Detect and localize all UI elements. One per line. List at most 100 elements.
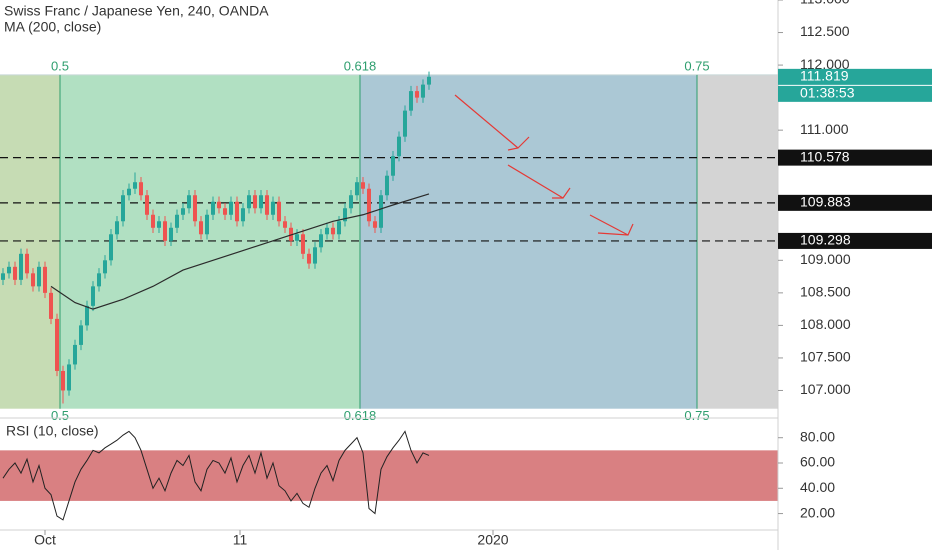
countdown-badge [778,85,932,102]
fib-label: 0.5 [51,58,69,73]
candle-body [150,214,155,228]
candle-body [210,201,215,215]
y-tick-label: 109.000 [800,251,851,267]
last-price-badge [778,68,932,85]
candle-body [390,156,395,176]
rsi-label: RSI (10, close) [6,423,99,439]
candle-body [246,195,251,209]
y-tick-label: 108.000 [800,316,851,332]
candle-body [372,221,377,228]
level-badge [778,149,932,166]
fib-zones [0,74,778,409]
annotation-arrows [454,94,634,236]
rsi-line [2,430,430,521]
candle-body [318,234,323,248]
candle-body [108,234,113,261]
candle-body [240,208,245,222]
candle-body [204,214,209,235]
candle-body [84,305,89,326]
level-label: 110.578 [800,148,850,164]
candle-body [336,221,341,235]
candle-body [24,253,29,274]
rsi-band [0,450,778,501]
candle-body [6,266,11,274]
candle-body [342,208,347,222]
candle-body [378,195,383,228]
candle-body [186,195,191,209]
fib-label: 0.5 [51,408,69,423]
candle-body [396,136,401,157]
candle-body [276,201,281,222]
candle-body [54,318,59,371]
x-tick-label: Oct [34,532,56,548]
y-tick-label: 107.500 [800,349,851,365]
candle-body [384,175,389,196]
fib-label: 0.75 [684,408,709,423]
candle-body [294,234,299,241]
candle-body [138,182,143,196]
arrow [454,94,530,151]
candle-body [18,253,23,280]
candle-body [132,182,137,189]
candle-body [48,292,53,319]
arrow [507,164,571,199]
x-tick-label: 2020 [477,532,508,548]
y-tick-label: 60.00 [800,454,835,470]
candle-body [0,273,5,280]
candle-body [72,344,77,365]
x-tick-label: 11 [233,532,248,548]
candle-body [114,221,119,235]
candle-body [288,227,293,241]
candle-body [102,260,107,274]
y-tick-label: 112.500 [800,23,850,39]
candle-body [90,286,95,306]
candle-body [36,266,41,287]
candle-body [270,201,275,215]
candle-body [222,208,227,215]
candle-body [228,201,233,215]
candle-body [120,195,125,222]
y-tick-label: 112.000 [800,56,850,72]
candle-body [66,364,71,391]
fib-label: 0.618 [344,58,377,73]
candle-body [324,227,329,235]
candle-body [126,188,131,196]
y-tick-label: 40.00 [800,479,835,495]
candle-body [252,195,257,209]
candle-body [174,214,179,228]
candle-body [216,201,221,209]
candle-body [258,195,263,209]
candle-body [348,195,353,209]
candle-body [354,182,359,196]
y-tick-label: 113.000 [800,0,850,7]
candle-body [264,195,269,215]
fib-zone [359,74,698,409]
candle-body [180,208,185,215]
candle-body [300,234,305,254]
candle-body [42,266,47,293]
y-tick-label: 80.00 [800,428,835,444]
level-label: 109.298 [800,232,851,248]
candle-body [360,182,365,189]
candle-body [78,325,83,345]
arrow [589,214,634,236]
y-tick-label: 107.000 [800,381,851,397]
last-price: 111.819 [800,68,849,84]
candle-body [96,273,101,287]
candle-body [162,221,167,241]
fib-zone [697,74,778,409]
y-tick-label: 111.000 [800,121,849,137]
candle-body [402,110,407,137]
candle-body [198,221,203,235]
candle-body [366,188,371,222]
level-badge [778,232,932,249]
candle-body [192,195,197,222]
candle-body [156,221,161,228]
candle-body [426,76,431,85]
y-tick-label: 108.500 [800,284,851,300]
fib-label: 0.75 [684,58,709,73]
fib-zone [0,74,60,409]
fib-label: 0.618 [344,408,377,423]
candle-body [312,247,317,264]
